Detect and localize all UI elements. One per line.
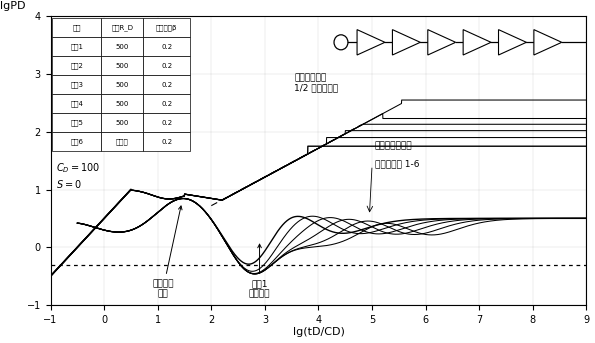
Text: 半径R_D: 半径R_D [111,24,133,31]
Bar [143,132,190,151]
Text: 0.2: 0.2 [161,101,172,107]
Polygon shape [428,29,456,55]
Bar [52,56,102,75]
Bar [143,18,190,37]
Bar [143,75,190,94]
Text: 500: 500 [115,101,129,107]
Text: 缝創1: 缝創1 [70,43,83,50]
Text: $C_D=100$: $C_D=100$ [56,161,100,175]
Polygon shape [534,29,562,55]
Bar [102,37,143,56]
Polygon shape [463,29,491,55]
Text: 0.2: 0.2 [161,82,172,88]
Text: 多洞串联等效
1/2 斜率线性流: 多洞串联等效 1/2 斜率线性流 [295,73,339,92]
Polygon shape [393,29,420,55]
Text: 0.2: 0.2 [161,44,172,50]
Bar [102,75,143,94]
Polygon shape [499,29,527,55]
X-axis label: lg(tD/CD): lg(tD/CD) [293,328,345,338]
Text: 0.2: 0.2 [161,63,172,69]
Bar [52,113,102,132]
Bar [102,18,143,37]
Text: 序号: 序号 [73,24,81,31]
Text: 供给增强：下降: 供给增强：下降 [375,142,412,151]
Y-axis label: lgPD: lgPD [1,1,26,11]
Text: 缝創6: 缝創6 [70,139,83,145]
Text: 500: 500 [115,82,129,88]
Text: 洞区系数β: 洞区系数β [156,24,177,31]
Bar [102,132,143,151]
Text: 500: 500 [115,120,129,126]
Text: 500: 500 [115,63,129,69]
Bar [102,94,143,113]
Text: $S=0$: $S=0$ [56,178,82,190]
Bar [102,113,143,132]
Text: 缝創2: 缝創2 [70,62,83,69]
Bar [143,94,190,113]
Bar [52,94,102,113]
Bar [143,113,190,132]
Bar [52,132,102,151]
Text: 0.2: 0.2 [161,139,172,145]
Text: 早期井储
驼峰: 早期井储 驼峰 [152,206,182,298]
Text: 缝創5: 缝創5 [70,119,83,126]
Polygon shape [357,29,385,55]
Bar [52,18,102,37]
Text: 缝創4: 缝創4 [70,100,83,107]
Text: 溶洞数增加 1-6: 溶洞数增加 1-6 [375,159,419,168]
Bar [143,56,190,75]
Text: 无限大: 无限大 [116,139,129,145]
Bar [52,75,102,94]
Bar [143,37,190,56]
Bar [52,37,102,56]
Text: 500: 500 [115,44,129,50]
Text: 0.2: 0.2 [161,120,172,126]
Text: 缝創1
边界反映: 缝創1 边界反映 [249,244,270,298]
Text: 缝創3: 缝創3 [70,81,83,88]
Bar [102,56,143,75]
